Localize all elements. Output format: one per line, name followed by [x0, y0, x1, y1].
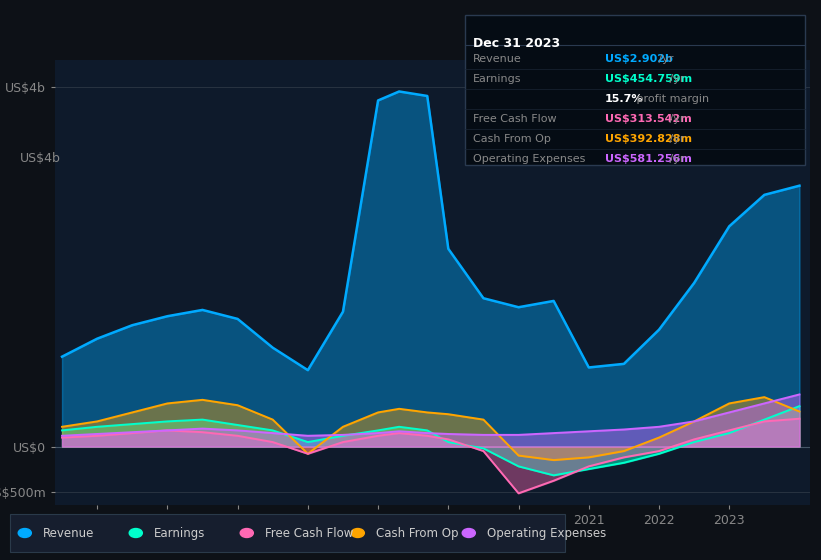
Text: /yr: /yr [654, 54, 673, 64]
Text: Operating Expenses: Operating Expenses [487, 528, 606, 540]
Text: US$581.256m: US$581.256m [605, 154, 692, 164]
Text: US$392.828m: US$392.828m [605, 134, 692, 144]
Text: Free Cash Flow: Free Cash Flow [473, 114, 557, 124]
Text: Dec 31 2023: Dec 31 2023 [473, 37, 560, 50]
Text: /yr: /yr [666, 114, 684, 124]
Text: US$313.542m: US$313.542m [605, 114, 692, 124]
Text: US$454.759m: US$454.759m [605, 74, 692, 84]
Text: /yr: /yr [666, 74, 684, 84]
Text: US$2.902b: US$2.902b [605, 54, 673, 64]
Text: Revenue: Revenue [43, 528, 94, 540]
Text: /yr: /yr [666, 154, 684, 164]
Text: /yr: /yr [666, 134, 684, 144]
Text: profit margin: profit margin [632, 94, 709, 104]
Text: Operating Expenses: Operating Expenses [473, 154, 585, 164]
Text: Cash From Op: Cash From Op [376, 528, 458, 540]
Text: Earnings: Earnings [473, 74, 521, 84]
Text: Cash From Op: Cash From Op [473, 134, 551, 144]
Text: 15.7%: 15.7% [605, 94, 644, 104]
Text: Free Cash Flow: Free Cash Flow [265, 528, 353, 540]
Text: US$4b: US$4b [20, 152, 61, 165]
Text: Revenue: Revenue [473, 54, 522, 64]
Text: Earnings: Earnings [154, 528, 205, 540]
